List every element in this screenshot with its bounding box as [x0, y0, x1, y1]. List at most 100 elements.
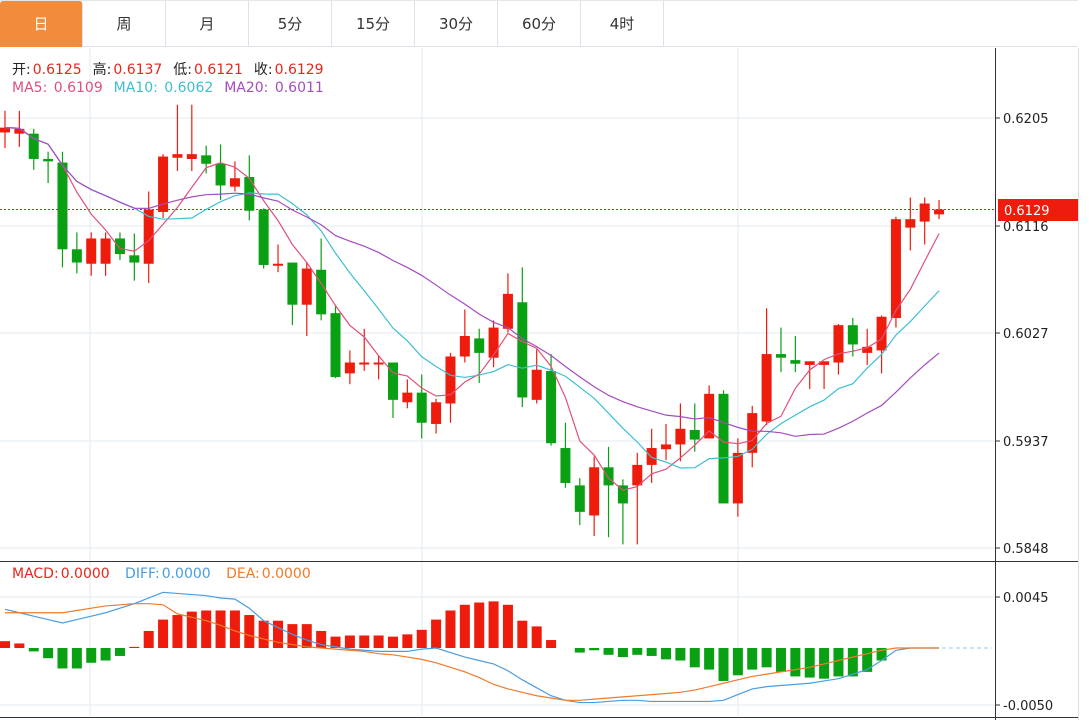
price-tick: 0.5937 [1003, 435, 1049, 450]
candle-up [100, 232, 111, 276]
ohlc-legend: 开: 0.6125 高: 0.6137 低: 0.6121 收: 0.6129 [12, 59, 326, 79]
macd-bar-negative [632, 648, 643, 655]
tab-day[interactable]: 日 [0, 1, 83, 47]
candle-body [517, 302, 528, 398]
macd-bar-positive [445, 610, 456, 648]
price-axis: 0.6205 0.6116 0.6027 0.5937 0.5848 0.004… [998, 112, 1078, 714]
candle-body [86, 238, 97, 264]
candle-up [158, 154, 169, 218]
macd-bar-positive [373, 635, 384, 648]
macd-bar-negative [689, 648, 700, 668]
diff-label: DIFF: [125, 566, 160, 582]
ma20-line [4, 127, 940, 437]
candle-up [919, 197, 930, 245]
macd-label: MACD: [12, 566, 59, 582]
tab-60min[interactable]: 60分 [498, 1, 581, 47]
candle-up [143, 191, 154, 284]
macd-bar-negative [574, 648, 585, 653]
current-price-badge [998, 199, 1078, 221]
macd-bar-negative [100, 648, 111, 661]
high-label: 高: [92, 62, 112, 78]
dea-value: 0.0000 [261, 566, 311, 582]
candle-up [445, 352, 456, 423]
candle-body [890, 219, 901, 318]
candle-up [402, 379, 413, 409]
ma10-line [4, 127, 940, 469]
tab-15min[interactable]: 15分 [332, 1, 415, 47]
candle-down [215, 144, 226, 200]
candle-up [373, 355, 384, 380]
diff-line [4, 591, 940, 704]
candle-up [431, 398, 442, 434]
high-value: 0.6137 [113, 62, 163, 78]
candle-down [287, 262, 298, 326]
candle-body [445, 356, 456, 404]
open-value: 0.6125 [32, 62, 82, 78]
candle-down [43, 151, 54, 184]
ma10-value: 0.6062 [164, 80, 214, 96]
macd-bar-positive [316, 630, 327, 648]
candle-body [689, 429, 700, 440]
macd-bar-positive [129, 646, 140, 648]
macd-bar-positive [201, 610, 212, 648]
candle-down [790, 336, 801, 373]
candle-body [71, 249, 82, 263]
tab-30min[interactable]: 30分 [415, 1, 498, 47]
current-price-label: 0.6129 [1004, 204, 1050, 219]
candle-up [273, 244, 284, 273]
candle-down [114, 232, 125, 261]
candle-down [416, 374, 427, 439]
close-label: 收: [253, 62, 273, 78]
tab-4hour[interactable]: 4时 [581, 1, 664, 47]
tab-month[interactable]: 月 [166, 1, 249, 47]
macd-bar-negative [761, 648, 772, 668]
macd-tick: -0.0050 [1003, 699, 1053, 714]
candle-body [273, 263, 284, 266]
ma20-label: MA20: [224, 80, 269, 96]
candle-up [876, 315, 887, 374]
candle-body [847, 325, 858, 345]
candle-down [574, 478, 585, 526]
macd-legend: MACD: 0.0000 DIFF: 0.0000 DEA: 0.0000 [12, 566, 313, 582]
tab-week[interactable]: 周 [83, 1, 166, 47]
candle-body [603, 467, 614, 486]
macd-bar-negative [732, 648, 743, 676]
candle-up [86, 232, 97, 276]
candle-body [114, 238, 125, 255]
candle-down [387, 362, 398, 418]
candle-body [761, 354, 772, 422]
candle-down [847, 317, 858, 357]
candle-body [186, 154, 197, 159]
close-value: 0.6129 [274, 62, 324, 78]
candle-up [229, 161, 240, 192]
macd-bar-negative [833, 648, 844, 677]
tab-5min[interactable]: 5分 [249, 1, 332, 47]
macd-bar-positive [14, 643, 25, 648]
candle-down [201, 145, 212, 174]
candle-body [833, 325, 844, 363]
macd-bar-negative [589, 648, 600, 651]
macd-bar-positive [0, 641, 10, 648]
dea-label: DEA: [226, 566, 260, 582]
candle-body [704, 393, 715, 439]
candle-down [775, 327, 786, 373]
macd-bar-negative [718, 648, 729, 681]
candle-up [646, 428, 657, 483]
candle-up [172, 104, 183, 171]
macd-bar-positive [273, 620, 284, 648]
candle-up [488, 320, 499, 368]
macd-bar-positive [546, 640, 557, 648]
candle-up [761, 308, 772, 426]
candle-up [301, 262, 312, 337]
candle-body [201, 155, 212, 164]
macd-bar-positive [172, 615, 183, 648]
macd-bar-positive [330, 636, 341, 648]
candle-body [172, 154, 183, 158]
macd-bar-positive [387, 636, 398, 648]
macd-bar-negative [43, 648, 54, 659]
dea-line [5, 603, 940, 701]
candle-body [344, 362, 355, 374]
candle-up [186, 104, 197, 171]
candle-body [934, 209, 945, 215]
